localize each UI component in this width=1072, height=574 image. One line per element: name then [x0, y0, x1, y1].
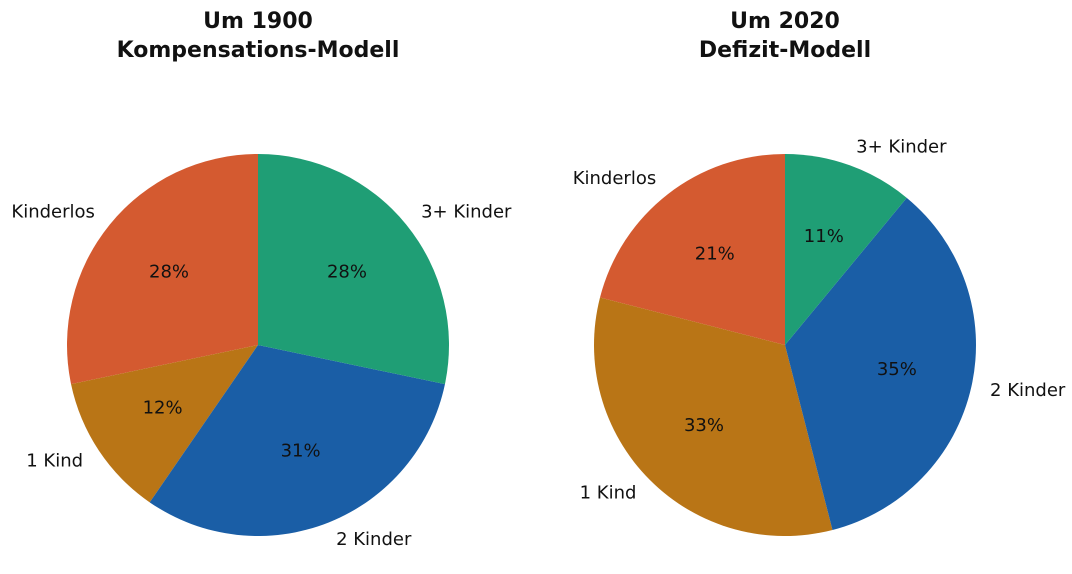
- value-label: 21%: [695, 243, 735, 264]
- pie-slice: [785, 197, 976, 530]
- category-label: 3+ Kinder: [856, 136, 947, 157]
- chart-title: Defizit-Modell: [699, 38, 871, 63]
- pie-slice: [71, 345, 258, 503]
- category-label: 1 Kind: [580, 483, 637, 504]
- category-label: Kinderlos: [11, 202, 95, 223]
- chart-title: Kompensations-Modell: [117, 38, 400, 63]
- value-label: 28%: [149, 262, 189, 283]
- value-label: 28%: [327, 262, 367, 283]
- pie-slice: [258, 154, 449, 385]
- value-label: 33%: [684, 415, 724, 436]
- value-label: 31%: [281, 440, 321, 461]
- pie-slice: [600, 154, 785, 345]
- value-label: 35%: [877, 359, 917, 380]
- category-label: Kinderlos: [573, 168, 657, 189]
- category-label: 2 Kinder: [990, 380, 1066, 401]
- category-label: 2 Kinder: [336, 529, 412, 550]
- value-label: 11%: [804, 226, 844, 247]
- pie-slice: [149, 345, 445, 536]
- chart-title: Um 2020: [730, 9, 840, 34]
- category-label: 1 Kind: [26, 450, 83, 471]
- value-label: 12%: [143, 397, 183, 418]
- category-label: 3+ Kinder: [421, 202, 512, 223]
- pie-slice: [594, 297, 833, 536]
- pie-slice: [785, 154, 907, 345]
- chart-title: Um 1900: [203, 9, 313, 34]
- pie-slice: [66, 154, 258, 385]
